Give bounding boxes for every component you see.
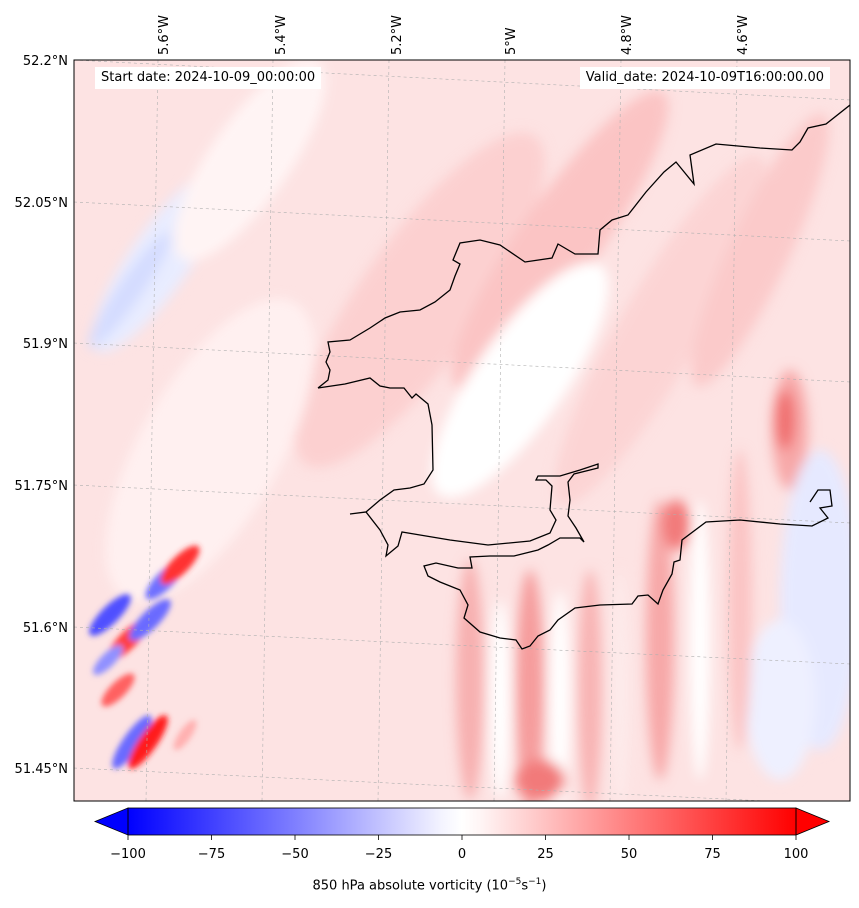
- start-date-label: Start date: 2024-10-09_00:00:00: [95, 67, 322, 89]
- lat-label: 51.6°N: [23, 621, 68, 636]
- colorbar-tick: −75: [198, 847, 225, 862]
- lat-label: 51.75°N: [15, 479, 68, 494]
- vorticity-field: [74, 60, 850, 801]
- coastline: [317, 104, 850, 650]
- colorbar-max-extend: [795, 807, 831, 836]
- colorbar-tick: −100: [110, 847, 146, 862]
- colorbar-label: 850 hPa absolute vorticity (10−5s−1): [0, 877, 859, 893]
- colorbar-tick: 75: [704, 847, 721, 862]
- colorbar-label-exp: −5: [508, 877, 522, 887]
- colorbar-body: [128, 808, 796, 835]
- longitude-labels: 5.6°W 5.4°W 5.2°W 5°W 4.8°W 4.6°W: [157, 15, 751, 55]
- lon-label: 5°W: [504, 27, 519, 55]
- colorbar-tick: −25: [365, 847, 392, 862]
- lon-label: 4.8°W: [620, 15, 635, 55]
- map-frame: [73, 59, 851, 802]
- latitude-labels: 52.2°N 52.05°N 51.9°N 51.75°N 51.6°N 51.…: [15, 54, 68, 777]
- coastline-peninsula: [317, 377, 833, 650]
- colorbar: −100 −75 −50 −25 0 25 50 75 100: [93, 807, 831, 862]
- field-streaks: [88, 60, 850, 801]
- lat-label: 51.9°N: [23, 337, 68, 352]
- colorbar-label-unit: s: [521, 878, 529, 894]
- lat-label: 52.05°N: [15, 196, 68, 211]
- lon-label: 5.6°W: [157, 15, 172, 55]
- valid-date-label: Valid_date: 2024-10-09T16:00:00.00: [579, 67, 830, 89]
- colorbar-tick: 100: [784, 847, 809, 862]
- colorbar-tick: 0: [458, 847, 466, 862]
- lon-label: 5.2°W: [390, 15, 405, 55]
- colorbar-tick: 50: [621, 847, 638, 862]
- lon-label: 5.4°W: [274, 15, 289, 55]
- colorbar-label-end: ): [541, 878, 547, 894]
- colorbar-label-exp2: −1: [528, 877, 542, 887]
- field-dipoles: [89, 545, 200, 769]
- colorbar-label-text: 850 hPa absolute vorticity (10: [312, 878, 509, 894]
- colorbar-tick: 25: [537, 847, 554, 862]
- lat-label: 52.2°N: [23, 54, 68, 69]
- lon-label: 4.6°W: [736, 15, 751, 55]
- colorbar-tick: −50: [281, 847, 308, 862]
- coastline-north: [317, 104, 850, 389]
- lat-label: 51.45°N: [15, 762, 68, 777]
- colorbar-min-extend: [93, 807, 129, 836]
